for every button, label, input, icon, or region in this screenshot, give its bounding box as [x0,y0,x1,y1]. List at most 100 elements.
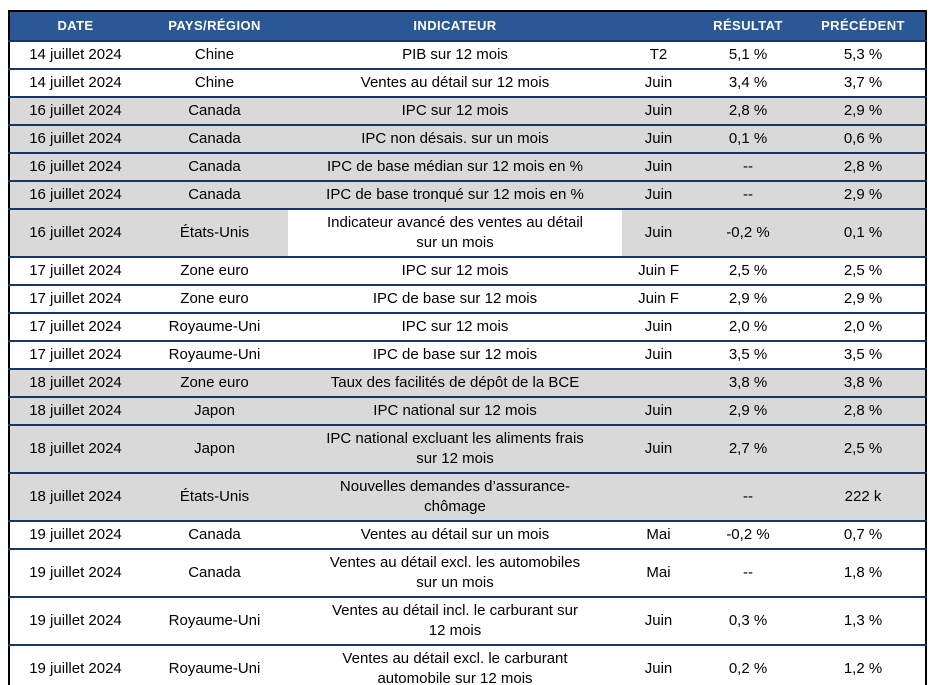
result-cell: 2,8 % [695,96,801,125]
period-cell: Juin [622,340,695,369]
previous-cell: 2,9 % [801,180,926,209]
table-row: 16 juillet 2024 Canada IPC de base tronq… [9,180,926,209]
indicator-cell: Nouvelles demandes d’assurance- chômage [288,472,622,521]
date-cell: 19 juillet 2024 [9,548,141,597]
date-cell: 19 juillet 2024 [9,520,141,549]
period-cell: Juin [622,644,695,685]
previous-cell: 3,7 % [801,68,926,97]
previous-cell: 1,2 % [801,644,926,685]
period-cell: Juin F [622,256,695,285]
region-cell: Royaume-Uni [141,340,288,369]
period-cell: Juin [622,152,695,181]
period-cell: Juin [622,96,695,125]
table-row: 16 juillet 2024 Canada IPC sur 12 mois J… [9,96,926,125]
indicator-cell: IPC de base tronqué sur 12 mois en % [288,180,622,209]
table-row: 19 juillet 2024 Canada Ventes au détail … [9,520,926,549]
region-cell: Chine [141,68,288,97]
period-cell: Juin [622,396,695,425]
period-cell: Juin F [622,284,695,313]
date-cell: 16 juillet 2024 [9,96,141,125]
indicator-cell: PIB sur 12 mois [288,40,622,69]
previous-cell: 0,7 % [801,520,926,549]
previous-cell: 1,3 % [801,596,926,645]
col-header-result: RÉSULTAT [695,11,801,42]
table-row: 14 juillet 2024 Chine PIB sur 12 mois T2… [9,40,926,69]
result-cell: 2,9 % [695,284,801,313]
period-cell [622,368,695,397]
region-cell: Japon [141,424,288,473]
col-header-previous: PRÉCÉDENT [801,11,926,42]
table-row: 19 juillet 2024 Royaume-Uni Ventes au dé… [9,644,926,685]
result-cell: -0,2 % [695,520,801,549]
table-row: 19 juillet 2024 Royaume-Uni Ventes au dé… [9,596,926,645]
table-row: 16 juillet 2024 Canada IPC de base média… [9,152,926,181]
indicator-cell: IPC de base sur 12 mois [288,284,622,313]
result-cell: 3,8 % [695,368,801,397]
result-cell: 2,0 % [695,312,801,341]
date-cell: 17 juillet 2024 [9,284,141,313]
result-cell: 5,1 % [695,40,801,69]
date-cell: 18 juillet 2024 [9,368,141,397]
region-cell: Canada [141,180,288,209]
date-cell: 17 juillet 2024 [9,256,141,285]
table-row: 17 juillet 2024 Royaume-Uni IPC de base … [9,340,926,369]
result-cell: -- [695,180,801,209]
previous-cell: 2,8 % [801,152,926,181]
result-cell: 0,1 % [695,124,801,153]
result-cell: 0,2 % [695,644,801,685]
result-cell: 3,5 % [695,340,801,369]
table-row: 16 juillet 2024 Canada IPC non désais. s… [9,124,926,153]
indicator-cell: Ventes au détail sur un mois [288,520,622,549]
date-cell: 18 juillet 2024 [9,472,141,521]
indicator-cell: Ventes au détail excl. le carburant auto… [288,644,622,685]
date-cell: 18 juillet 2024 [9,424,141,473]
period-cell: Juin [622,124,695,153]
date-cell: 16 juillet 2024 [9,208,141,257]
indicator-cell: Indicateur avancé des ventes au détail s… [288,208,622,257]
date-cell: 19 juillet 2024 [9,644,141,685]
previous-cell: 0,1 % [801,208,926,257]
region-cell: Canada [141,548,288,597]
indicator-cell: IPC non désais. sur un mois [288,124,622,153]
previous-cell: 2,5 % [801,424,926,473]
col-header-period [622,11,695,42]
indicator-cell: IPC sur 12 mois [288,256,622,285]
date-cell: 16 juillet 2024 [9,124,141,153]
region-cell: Japon [141,396,288,425]
table-row: 16 juillet 2024 États-Unis Indicateur av… [9,208,926,257]
result-cell: 3,4 % [695,68,801,97]
indicator-cell: IPC sur 12 mois [288,96,622,125]
period-cell: T2 [622,40,695,69]
period-cell: Mai [622,520,695,549]
period-cell: Juin [622,180,695,209]
indicator-cell: Ventes au détail excl. les automobiles s… [288,548,622,597]
region-cell: Canada [141,124,288,153]
region-cell: Canada [141,96,288,125]
previous-cell: 3,5 % [801,340,926,369]
previous-cell: 1,8 % [801,548,926,597]
region-cell: Royaume-Uni [141,644,288,685]
region-cell: Zone euro [141,284,288,313]
previous-cell: 2,8 % [801,396,926,425]
period-cell: Juin [622,424,695,473]
region-cell: Royaume-Uni [141,312,288,341]
table-body: 14 juillet 2024 Chine PIB sur 12 mois T2… [9,40,926,685]
table-row: 18 juillet 2024 États-Unis Nouvelles dem… [9,472,926,521]
result-cell: 2,5 % [695,256,801,285]
region-cell: Zone euro [141,368,288,397]
previous-cell: 2,9 % [801,284,926,313]
result-cell: -0,2 % [695,208,801,257]
col-header-region: PAYS/RÉGION [141,11,288,42]
economic-calendar-table: DATE PAYS/RÉGION INDICATEUR RÉSULTAT PRÉ… [8,10,927,685]
period-cell: Mai [622,548,695,597]
region-cell: Canada [141,152,288,181]
indicator-cell: Ventes au détail incl. le carburant sur … [288,596,622,645]
previous-cell: 5,3 % [801,40,926,69]
col-header-indicator: INDICATEUR [288,11,622,42]
region-cell: Canada [141,520,288,549]
date-cell: 19 juillet 2024 [9,596,141,645]
date-cell: 16 juillet 2024 [9,180,141,209]
indicator-cell: IPC national sur 12 mois [288,396,622,425]
result-cell: 0,3 % [695,596,801,645]
indicator-cell: IPC sur 12 mois [288,312,622,341]
